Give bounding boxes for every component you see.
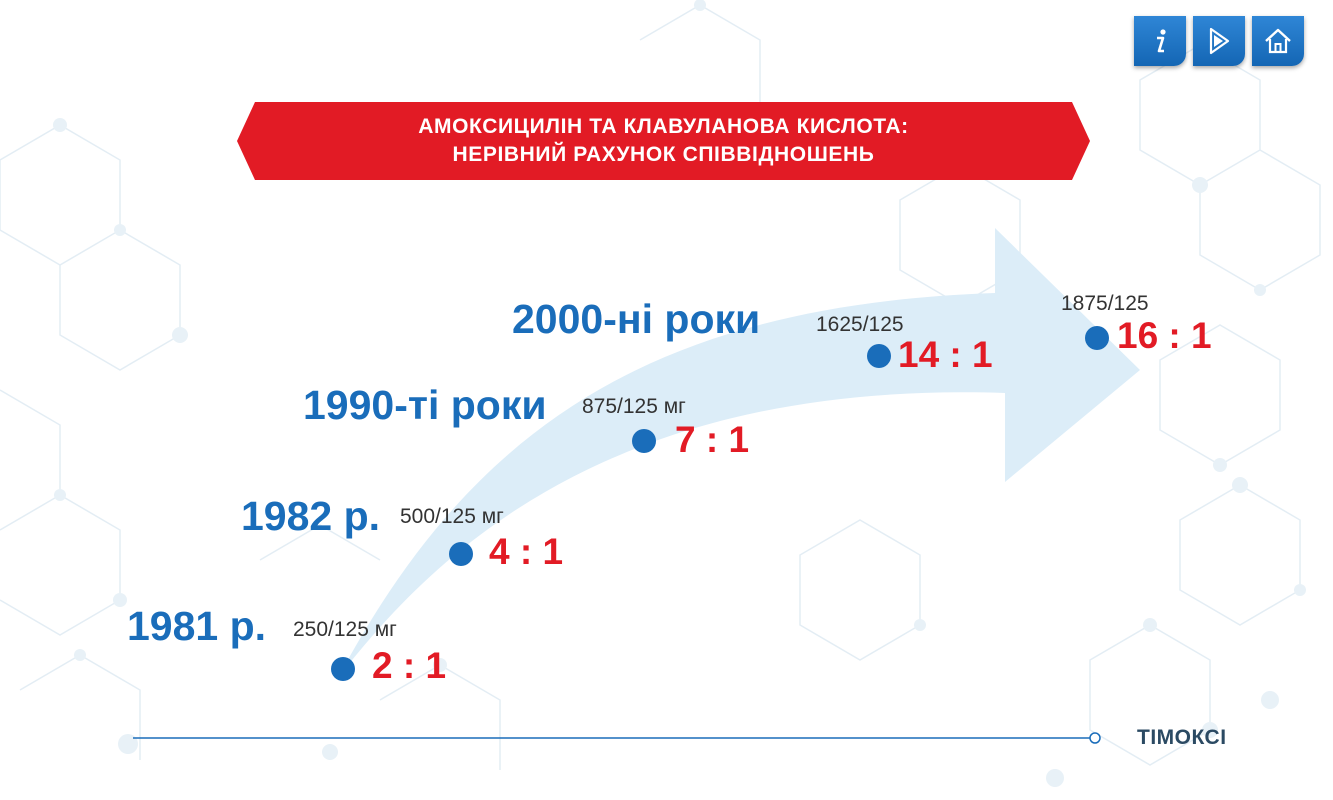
- milestone-ratio: 4 : 1: [489, 531, 564, 572]
- info-button[interactable]: [1134, 16, 1186, 66]
- milestone-year: 1981 р.: [127, 603, 267, 649]
- milestone-dose: 1875/125: [1061, 292, 1149, 315]
- milestone-dot: [867, 344, 891, 368]
- milestone-dose: 875/125 мг: [582, 395, 686, 418]
- brand-name: ТІМОКСІ: [1137, 726, 1227, 749]
- play-icon: [1209, 27, 1230, 55]
- home-button[interactable]: [1252, 16, 1304, 66]
- milestone-dot: [1085, 326, 1109, 350]
- info-icon: [1157, 29, 1166, 53]
- milestone-ratio: 14 : 1: [898, 334, 993, 375]
- milestone-year: 1982 р.: [241, 493, 381, 539]
- milestone-dot: [449, 542, 473, 566]
- milestone-dot: [632, 429, 656, 453]
- title-banner: АМОКСИЦИЛІН ТА КЛАВУЛАНОВА КИСЛОТА: НЕРІ…: [237, 102, 1090, 180]
- milestone-year: 2000-ні роки: [512, 296, 761, 342]
- banner-title-line1: АМОКСИЦИЛІН ТА КЛАВУЛАНОВА КИСЛОТА:: [418, 115, 909, 138]
- milestone-dose: 250/125 мг: [293, 618, 397, 641]
- banner-title-line2: НЕРІВНИЙ РАХУНОК СПІВВІДНОШЕНЬ: [452, 143, 875, 166]
- banner-shape: [237, 102, 1090, 180]
- milestone-ratio: 7 : 1: [675, 419, 750, 460]
- milestone-dose: 1625/125: [816, 313, 904, 336]
- play-button[interactable]: [1193, 16, 1245, 66]
- home-icon: [1265, 28, 1291, 54]
- milestone-dose: 500/125 мг: [400, 505, 504, 528]
- milestone-year: 1990-ті роки: [303, 382, 547, 428]
- milestone-ratio: 2 : 1: [372, 645, 447, 686]
- milestone-ratio: 16 : 1: [1117, 315, 1212, 356]
- milestone-dot: [331, 657, 355, 681]
